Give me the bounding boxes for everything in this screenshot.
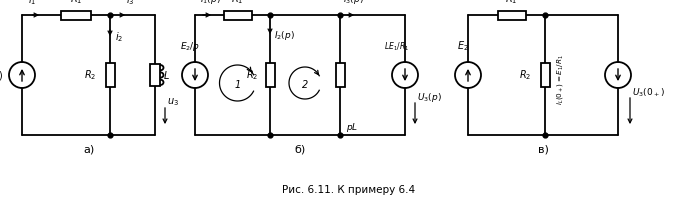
Text: $I_2(p)$: $I_2(p)$ [274,28,295,42]
Text: $R_1$: $R_1$ [70,0,82,6]
Text: $i_1$: $i_1$ [28,0,36,7]
Text: Рис. 6.11. К примеру 6.4: Рис. 6.11. К примеру 6.4 [283,185,415,195]
Text: $e(t)$: $e(t)$ [0,68,4,82]
Text: б): б) [295,145,306,155]
Text: 2: 2 [302,80,308,90]
Text: $R_2$: $R_2$ [84,68,96,82]
Text: $i_L(0_+){=}E_1/R_1$: $i_L(0_+){=}E_1/R_1$ [555,55,565,105]
Text: $E_2$: $E_2$ [457,39,469,53]
Text: $L$: $L$ [163,69,170,81]
Text: $E_2/p$: $E_2/p$ [180,40,200,53]
Bar [498,11,526,20]
Text: $R_2$: $R_2$ [519,68,531,82]
Bar [150,64,160,86]
Text: $LE_1/R_1$: $LE_1/R_1$ [385,41,410,53]
Text: а): а) [83,145,94,155]
Text: 1: 1 [235,80,241,90]
Text: $R_2$: $R_2$ [246,68,258,82]
Bar [265,63,274,87]
Text: $pL$: $pL$ [346,121,358,134]
Bar [61,11,91,20]
Text: $I_1(p)$: $I_1(p)$ [200,0,221,6]
Text: $i_2$: $i_2$ [115,30,124,44]
Bar [540,63,549,87]
Text: $i_3$: $i_3$ [126,0,134,7]
Bar [105,63,114,87]
Bar [223,11,251,20]
Text: $U_3(p)$: $U_3(p)$ [417,91,442,103]
Text: в): в) [537,145,549,155]
Text: $U_3(0_+)$: $U_3(0_+)$ [632,87,665,99]
Text: $R_1$: $R_1$ [505,0,518,6]
Text: $u_3$: $u_3$ [167,96,179,108]
Text: $R_1$: $R_1$ [231,0,244,6]
Text: $I_3(p)$: $I_3(p)$ [343,0,364,6]
Bar [336,63,345,87]
